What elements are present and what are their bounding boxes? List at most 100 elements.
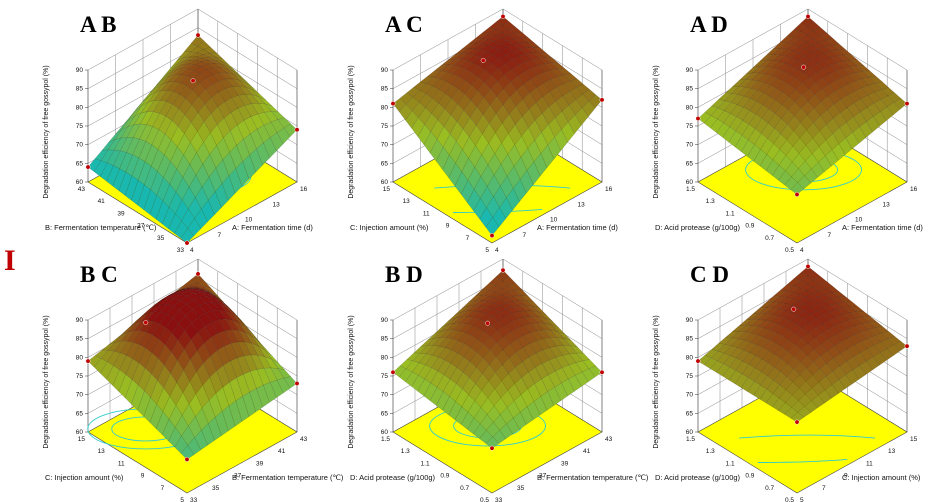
right-axis-label: B: Fermentation temperature (℃) xyxy=(537,473,649,482)
z-tick-label: 75 xyxy=(686,373,694,380)
z-tick-label: 70 xyxy=(381,392,389,399)
left-axis-tick-label: 0.9 xyxy=(745,473,754,480)
surface-cell xyxy=(526,401,541,420)
left-axis-tick-label: 1.1 xyxy=(726,210,735,217)
design-point xyxy=(294,127,300,133)
z-tick-label: 60 xyxy=(686,179,694,186)
surface-cell xyxy=(121,323,135,336)
design-point xyxy=(390,369,396,375)
surface-cell xyxy=(817,300,832,308)
surface-cell xyxy=(469,106,484,126)
z-tick-label: 60 xyxy=(76,429,84,436)
right-axis-tick-label: 35 xyxy=(212,485,220,492)
surface-cell xyxy=(790,412,805,423)
surface-cell xyxy=(735,120,750,136)
surface-cell xyxy=(703,115,718,129)
right-axis-tick-label: 5 xyxy=(800,497,804,502)
z-tick-label: 60 xyxy=(76,179,84,186)
right-axis-tick-label: 9 xyxy=(844,473,848,480)
left-axis-tick-label: 15 xyxy=(383,186,391,193)
surface-cell xyxy=(235,396,250,422)
left-axis-tick-label: 0.7 xyxy=(460,485,469,492)
figure-label: I xyxy=(4,244,16,277)
surface-cell xyxy=(540,144,555,168)
surface-cell xyxy=(446,59,461,66)
surface-cell xyxy=(817,294,832,302)
design-point xyxy=(195,32,201,38)
surface-cell xyxy=(802,322,816,333)
z-tick-label: 65 xyxy=(686,410,694,417)
surface-cell xyxy=(121,115,135,130)
surface-cell xyxy=(753,149,767,167)
surface-cell xyxy=(221,405,236,432)
surface-cell xyxy=(157,133,172,156)
left-axis-tick-label: 1.5 xyxy=(381,436,390,443)
surface-cell xyxy=(202,153,217,178)
z-tick-label: 65 xyxy=(76,160,84,167)
left-axis-tick-label: 1.3 xyxy=(706,198,715,205)
surface-cell xyxy=(517,317,532,326)
right-axis-tick-label: 15 xyxy=(910,436,918,443)
surface-cell xyxy=(251,343,266,357)
right-axis-tick-label: 7 xyxy=(822,485,826,492)
surface-cell xyxy=(107,351,121,366)
surface-cell xyxy=(473,198,487,220)
left-axis-label: B: Fermentation temperature (℃) xyxy=(45,223,157,232)
surface-cell xyxy=(507,290,522,297)
surface-cell xyxy=(424,367,438,384)
surface-cell xyxy=(457,93,471,111)
left-axis-tick-label: 33 xyxy=(177,247,185,254)
left-axis-tick-label: 1.5 xyxy=(686,436,695,443)
surface-cell xyxy=(789,315,804,325)
surface-cell xyxy=(392,98,407,113)
surface-cell xyxy=(802,67,817,78)
surface-cell xyxy=(218,88,232,102)
right-axis-label: C: Injection amount (%) xyxy=(842,473,921,482)
right-axis-label: A: Fermentation time (d) xyxy=(537,223,618,232)
surface-cell xyxy=(100,162,114,182)
z-tick-label: 60 xyxy=(381,429,389,436)
surface-cell xyxy=(140,100,155,114)
surface-cell xyxy=(87,158,102,173)
left-axis-tick-label: 1.3 xyxy=(706,448,715,455)
surface-cell xyxy=(246,83,261,95)
right-axis-tick-label: 39 xyxy=(256,460,264,467)
z-tick-label: 65 xyxy=(381,160,389,167)
surface-cell xyxy=(434,324,448,335)
surface-cell xyxy=(551,324,566,335)
surface-cell xyxy=(722,366,737,381)
surface-plot-a-b: 60 65 70 75 80 85 90 Degradation efficiency of … xyxy=(43,8,313,254)
left-axis-tick-label: 1.1 xyxy=(726,460,735,467)
z-tick-label: 85 xyxy=(381,86,389,93)
surface-cell xyxy=(163,64,177,77)
surface-cell xyxy=(813,343,828,357)
surface-cell xyxy=(208,191,222,215)
surface-cell xyxy=(188,288,202,291)
z-tick-label: 90 xyxy=(381,317,389,324)
surface-cell xyxy=(222,61,236,71)
z-tick-label: 70 xyxy=(381,142,389,149)
right-axis-tick-label: 4 xyxy=(800,247,804,254)
z-tick-label: 90 xyxy=(686,67,694,74)
surface-cell xyxy=(778,170,792,186)
left-axis-tick-label: 1.1 xyxy=(421,460,430,467)
response-surface xyxy=(87,34,298,244)
surface-cell xyxy=(436,146,450,170)
surface-cell xyxy=(790,182,805,195)
left-axis-tick-label: 11 xyxy=(423,210,430,217)
surface-cell xyxy=(734,373,749,389)
design-point xyxy=(190,78,196,84)
response-surface xyxy=(87,273,298,460)
surface-cell xyxy=(492,429,507,444)
surface-cell xyxy=(502,21,516,30)
design-point xyxy=(390,101,396,107)
z-tick-label: 85 xyxy=(76,336,84,343)
surface-cell xyxy=(118,171,133,196)
z-axis-label: Degradation efficiency of free gossypol … xyxy=(653,315,660,448)
surface-cell xyxy=(526,161,541,185)
panel-title: A D xyxy=(690,12,728,37)
surface-cell xyxy=(114,332,129,343)
surface-cell xyxy=(818,39,833,47)
surface-cell xyxy=(556,83,570,97)
surface-cell xyxy=(528,102,543,121)
